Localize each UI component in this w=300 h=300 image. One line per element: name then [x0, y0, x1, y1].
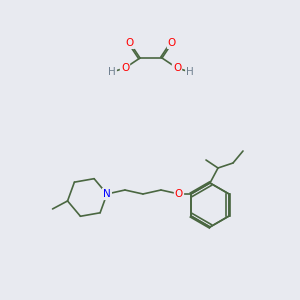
Text: N: N — [103, 189, 111, 199]
Text: H: H — [108, 67, 116, 77]
Text: H: H — [186, 67, 194, 77]
Text: O: O — [126, 38, 134, 48]
Text: N: N — [103, 189, 111, 199]
Text: O: O — [175, 189, 183, 199]
Text: O: O — [121, 63, 129, 73]
Text: O: O — [173, 63, 181, 73]
Text: O: O — [168, 38, 176, 48]
